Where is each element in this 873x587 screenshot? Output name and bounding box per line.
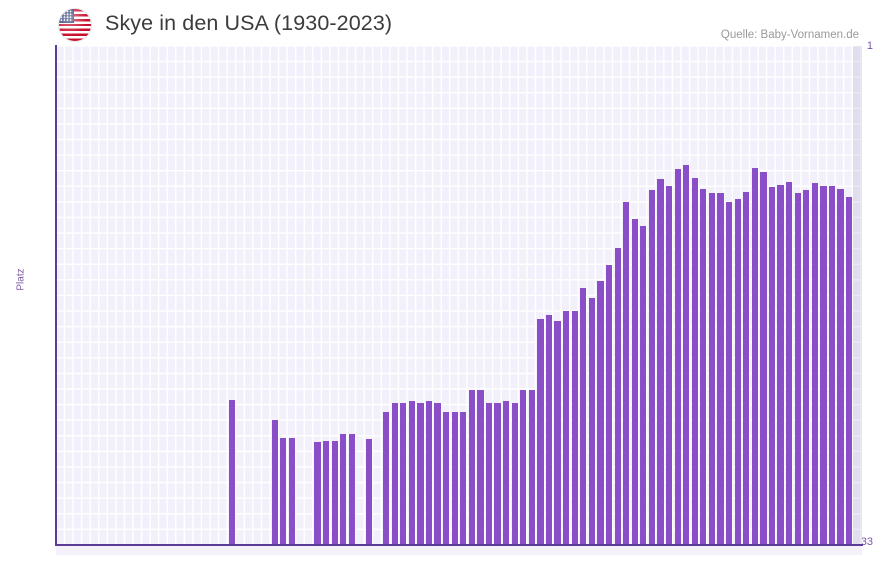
- y-axis-tick-top: 1: [866, 40, 873, 52]
- bar: [743, 191, 750, 545]
- bar: [717, 193, 724, 545]
- bar: [683, 164, 690, 545]
- plot-area: [56, 46, 862, 545]
- bar-series: [56, 46, 862, 545]
- bar: [700, 188, 707, 545]
- bar: [580, 287, 587, 545]
- bar: [803, 190, 810, 545]
- bar: [846, 197, 853, 545]
- bar: [520, 389, 527, 545]
- y-axis-line: [55, 45, 57, 546]
- bar: [837, 188, 844, 545]
- bar: [597, 280, 604, 545]
- bar: [820, 186, 827, 545]
- bar: [503, 401, 510, 545]
- flag-gloss: [59, 9, 91, 41]
- bar: [511, 402, 518, 545]
- flag-stars: [60, 10, 73, 22]
- bar: [734, 198, 741, 545]
- bar: [571, 310, 578, 545]
- no-data-region: [853, 46, 862, 545]
- bar: [477, 389, 484, 545]
- page-title: Skye in den USA (1930-2023): [105, 11, 393, 35]
- bar: [640, 225, 647, 545]
- x-axis-tick-band: [56, 546, 862, 555]
- bar: [760, 171, 767, 545]
- bar: [665, 186, 673, 545]
- bar: [657, 179, 664, 545]
- bar: [417, 402, 424, 545]
- bar: [408, 401, 415, 545]
- bar: [228, 399, 235, 545]
- bar: [631, 218, 638, 545]
- bar: [623, 201, 630, 545]
- bar: [794, 193, 801, 545]
- bar: [288, 437, 295, 545]
- bar: [451, 412, 458, 545]
- bar: [460, 412, 467, 545]
- bar: [545, 314, 553, 545]
- source-note: Quelle: Baby-Vornamen.de: [720, 29, 859, 41]
- bar: [828, 186, 836, 545]
- bar: [554, 320, 561, 545]
- bar: [674, 169, 681, 545]
- bar: [443, 412, 450, 545]
- us-flag-icon: [59, 9, 91, 41]
- y-axis-title: Platz: [15, 268, 27, 291]
- bar: [777, 184, 784, 545]
- bar: [708, 193, 716, 545]
- bar: [588, 297, 596, 545]
- bar: [751, 167, 758, 545]
- bar: [468, 389, 475, 545]
- bar: [280, 437, 287, 545]
- bar: [528, 389, 535, 545]
- bar: [537, 319, 544, 545]
- bar: [400, 402, 407, 545]
- bar: [605, 265, 613, 545]
- bar: [768, 187, 776, 545]
- bar: [340, 433, 347, 545]
- bar: [725, 201, 733, 545]
- bar: [785, 181, 793, 545]
- bar: [563, 310, 570, 545]
- bar: [425, 401, 433, 545]
- bar: [271, 419, 278, 545]
- bar: [314, 442, 321, 545]
- x-axis-line: [55, 544, 863, 546]
- bar: [691, 177, 698, 545]
- bar: [391, 402, 398, 545]
- bar: [434, 402, 441, 545]
- bar: [614, 248, 621, 545]
- bar: [331, 440, 338, 545]
- bar: [494, 402, 501, 545]
- bar: [811, 183, 818, 545]
- bar: [322, 440, 330, 545]
- bar: [382, 412, 390, 545]
- bar: [648, 190, 656, 545]
- bar: [485, 402, 493, 545]
- bar: [348, 433, 355, 545]
- bar: [365, 439, 373, 545]
